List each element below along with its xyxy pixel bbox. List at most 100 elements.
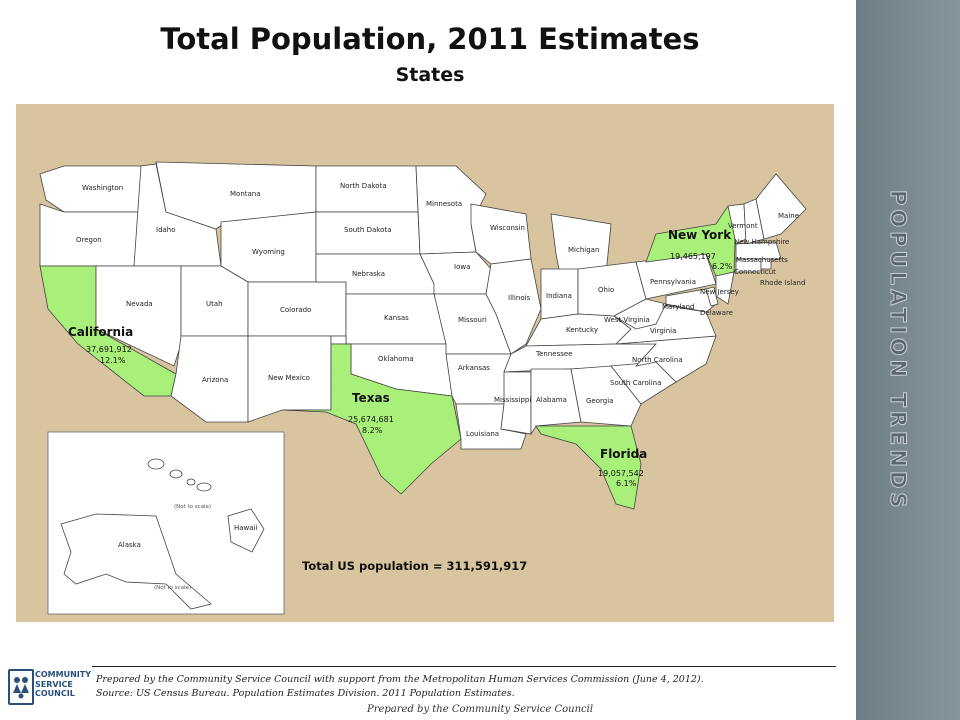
state-label: Wyoming	[252, 248, 285, 256]
state-label: Ohio	[598, 286, 614, 294]
state-label: Illinois	[508, 294, 531, 302]
sidebar-title: POPULATION TRENDS	[886, 190, 911, 513]
state-label: Virginia	[650, 327, 676, 335]
state-label: North Dakota	[340, 182, 387, 190]
alaska-state	[60, 513, 212, 610]
state-label: Washington	[82, 184, 123, 192]
state-alabama	[530, 368, 582, 436]
state-label: Connecticut	[734, 268, 776, 276]
state-label: Utah	[206, 300, 223, 308]
lower48-states	[39, 161, 807, 510]
state-label: Arizona	[202, 376, 228, 384]
highlight-pop-new-york: 19,465,197	[670, 252, 716, 261]
sidebar-panel	[856, 0, 960, 720]
state-label: Massachusetts	[736, 256, 788, 264]
state-label: West Virginia	[604, 316, 650, 324]
highlight-labels: California 37,691,912 12.1% Texas 25,674…	[68, 228, 733, 488]
state-label: Colorado	[280, 306, 311, 314]
state-label: Minnesota	[426, 200, 462, 208]
state-label: Iowa	[454, 263, 470, 271]
source-line: Source: US Census Bureau. Population Est…	[96, 688, 515, 699]
state-label: Tennessee	[535, 350, 572, 358]
state-label: New Hampshire	[734, 238, 789, 246]
logo-line: SERVICE	[35, 679, 73, 689]
state-wisconsin	[470, 203, 532, 265]
state-massachusetts	[735, 241, 782, 260]
state-label: Nevada	[126, 300, 153, 308]
state-label: Idaho	[156, 226, 176, 234]
hawaii-scale-note: (Not to scale)	[174, 504, 211, 510]
highlight-pop-texas: 25,674,681	[348, 415, 394, 424]
state-maine	[755, 173, 807, 240]
state-label: South Carolina	[610, 379, 661, 387]
total-population-label: Total US population = 311,591,917	[302, 559, 527, 573]
state-label: Montana	[230, 190, 261, 198]
state-label: Indiana	[546, 292, 572, 300]
highlight-share-new-york: 6.2%	[712, 262, 733, 271]
state-label: North Carolina	[632, 356, 683, 364]
state-label: Arkansas	[458, 364, 490, 372]
state-oregon	[39, 203, 142, 267]
state-label: Oklahoma	[378, 355, 414, 363]
state-label-group: Washington Oregon Idaho Montana Wyoming …	[76, 182, 805, 549]
state-maryland	[665, 288, 717, 313]
highlight-pop-florida: 19,057,542	[598, 469, 644, 478]
state-mississippi	[500, 371, 532, 435]
highlight-name-texas: Texas	[352, 391, 390, 405]
state-west-virginia	[613, 298, 667, 330]
state-label: Louisiana	[466, 430, 499, 438]
state-new-jersey	[715, 271, 735, 305]
state-connecticut	[735, 258, 762, 273]
state-label: Kentucky	[566, 326, 598, 334]
state-label: Pennsylvania	[650, 278, 696, 286]
highlight-pop-california: 37,691,912	[86, 345, 132, 354]
state-label: Oregon	[76, 236, 102, 244]
state-label: Mississippi	[494, 396, 531, 404]
state-label: New Jersey	[700, 288, 739, 296]
credit-line: Prepared by the Community Service Counci…	[96, 674, 704, 685]
state-label: Maine	[778, 212, 799, 220]
state-label: Michigan	[568, 246, 599, 254]
logo-line: COUNCIL	[35, 689, 75, 698]
state-label: Wisconsin	[490, 224, 525, 232]
highlight-name-california: California	[68, 325, 133, 339]
state-north-carolina	[615, 335, 717, 383]
logo-line: COMMUNITY	[35, 670, 92, 679]
state-label: Georgia	[586, 397, 613, 405]
state-label: Rhode Island	[760, 279, 805, 287]
csc-logo: COMMUNITY SERVICE COUNCIL	[8, 669, 91, 705]
state-label: Kansas	[384, 314, 409, 322]
highlight-name-new-york: New York	[668, 228, 732, 242]
state-florida	[535, 425, 642, 510]
state-label: Nebraska	[352, 270, 385, 278]
us-population-map: Washington Oregon Idaho Montana Wyoming …	[16, 104, 834, 622]
state-wyoming	[220, 211, 317, 283]
slide-title: Total Population, 2011 Estimates	[160, 22, 700, 56]
highlight-share-florida: 6.1%	[616, 479, 637, 488]
state-label: Hawaii	[234, 524, 258, 532]
logo-wordmark: COMMUNITY SERVICE COUNCIL	[35, 670, 91, 699]
state-label: South Dakota	[344, 226, 391, 234]
state-georgia	[570, 365, 642, 427]
state-label: Alabama	[536, 396, 567, 404]
prepared-by-footer: Prepared by the Community Service Counci…	[366, 704, 594, 715]
highlight-share-texas: 8.2%	[362, 426, 383, 435]
state-illinois	[485, 258, 542, 355]
logo-figures-graphic	[13, 677, 29, 699]
state-label: Vermont	[728, 222, 758, 230]
highlight-name-florida: Florida	[600, 447, 647, 461]
slide-subtitle: States	[395, 64, 465, 86]
map-svg: Washington Oregon Idaho Montana Wyoming …	[16, 104, 834, 622]
logo-people-icon	[8, 669, 34, 705]
state-label: Delaware	[700, 309, 733, 317]
state-delaware	[705, 286, 719, 307]
state-nevada	[95, 265, 182, 367]
alaska-scale-note: (Not to scale)	[154, 585, 191, 591]
hawaii-islands	[147, 458, 265, 553]
state-label: New Mexico	[268, 374, 310, 382]
state-label: Maryland	[662, 303, 694, 311]
state-texas	[281, 343, 462, 495]
state-label: Missouri	[458, 316, 487, 324]
state-rhode-island	[760, 258, 772, 270]
state-label: Alaska	[118, 541, 141, 549]
